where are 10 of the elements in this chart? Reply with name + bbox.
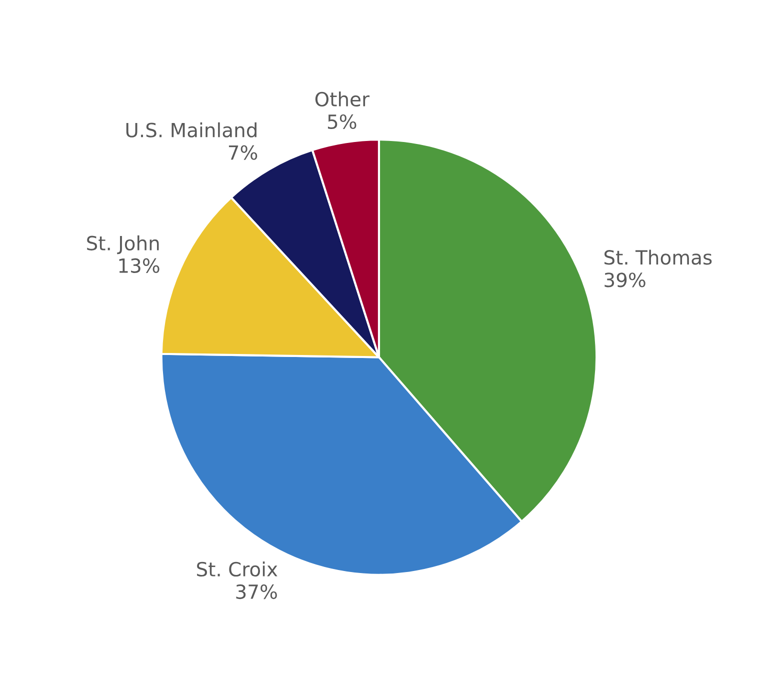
slice-label: St. Croix <box>197 562 278 577</box>
data-label: 39% <box>604 272 646 288</box>
slice-label: St. Thomas <box>604 250 712 265</box>
slice-label: U.S. Mainland <box>126 122 256 138</box>
slice-label: Other <box>315 91 370 107</box>
data-label: 7% <box>228 145 258 160</box>
data-label: 13% <box>119 258 160 273</box>
data-label: 37% <box>236 584 277 600</box>
data-label: 5% <box>328 114 356 130</box>
slice-label: St. John <box>87 235 159 254</box>
